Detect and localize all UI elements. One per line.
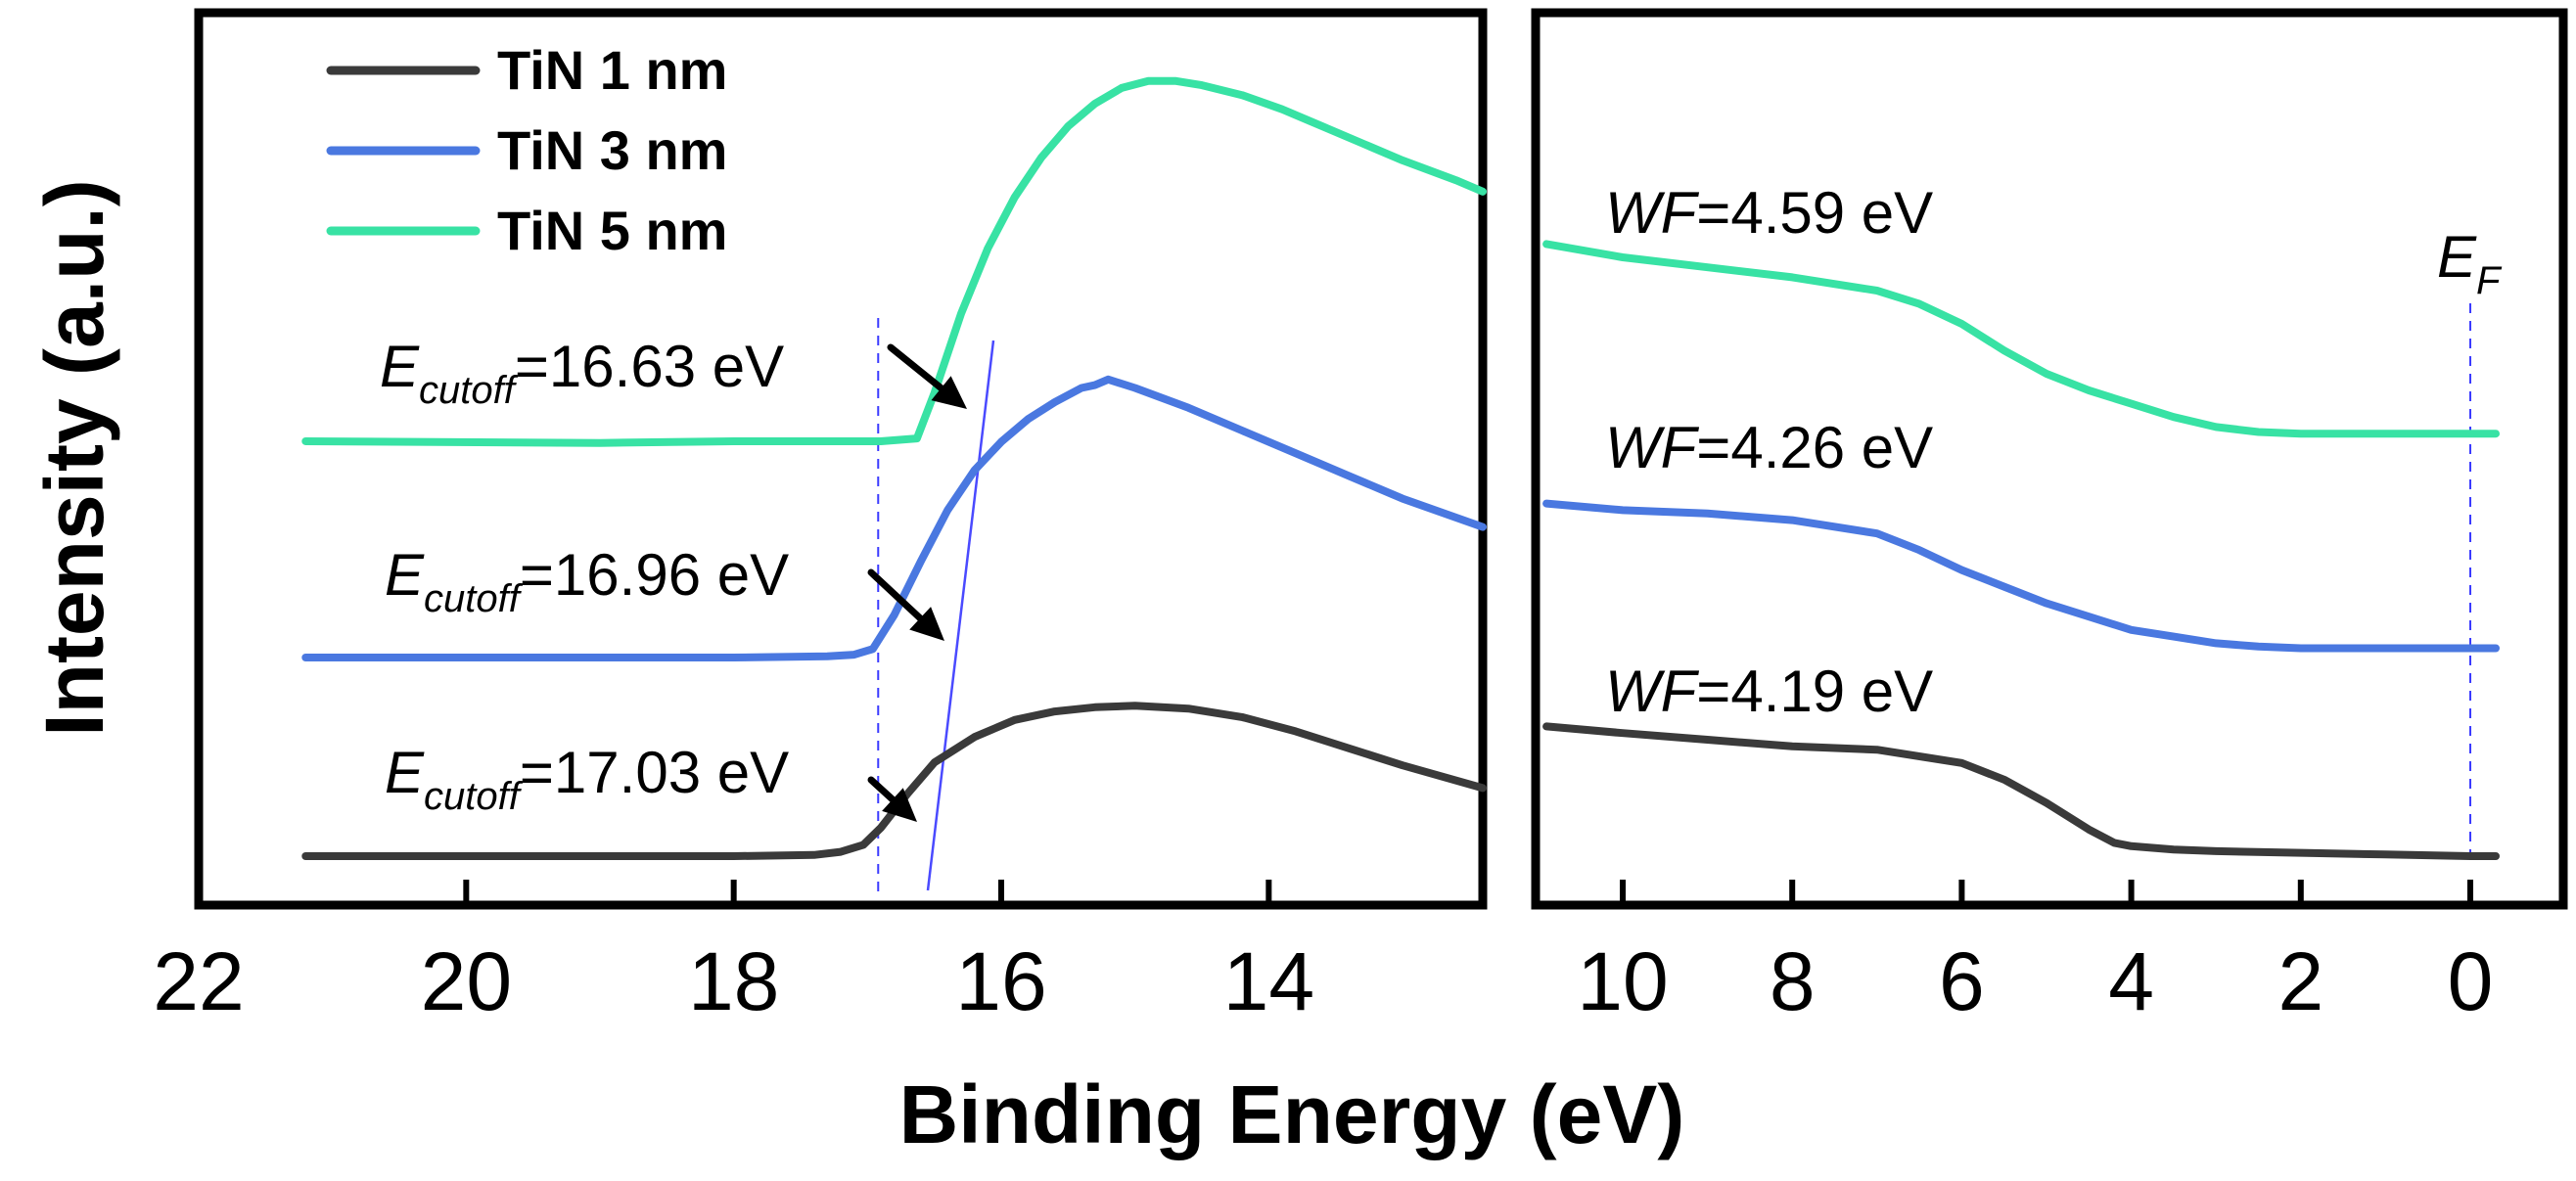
cutoff-arrowhead [909, 607, 944, 641]
x-tick-label: 2 [2277, 935, 2323, 1027]
cutoff-annotation: Ecutoff=16.63 eV [380, 334, 784, 412]
x-tick-label: 4 [2108, 935, 2154, 1027]
x-tick-label: 0 [2448, 935, 2494, 1027]
legend-label: TiN 3 nm [497, 119, 727, 181]
x-tick-label: 16 [955, 935, 1046, 1027]
legend-label: TiN 1 nm [497, 39, 727, 101]
cutoff-panel-frame [194, 8, 1488, 910]
series-line-tin-1-nm [301, 702, 1487, 860]
cutoff-annotation: Ecutoff=16.96 eV [385, 542, 789, 620]
cutoff-annotation: Ecutoff=17.03 eV [385, 740, 789, 818]
x-tick-label: 18 [688, 935, 779, 1027]
work-function-annotation: WF=4.26 eV [1605, 415, 1933, 480]
cutoff-arrowhead [931, 376, 967, 409]
y-axis-title: Intensity (a.u.) [28, 179, 120, 736]
x-tick-label: 6 [1939, 935, 1985, 1027]
linear-fit-line [926, 340, 995, 891]
x-axis-title: Binding Energy (eV) [899, 1068, 1685, 1160]
x-tick-label: 20 [421, 935, 512, 1027]
x-tick-label: 10 [1577, 935, 1668, 1027]
cutoff-arrowhead [882, 788, 917, 822]
x-tick-label: 14 [1223, 935, 1314, 1027]
series-line-tin-1-nm [1542, 722, 2500, 860]
valence-panel: EF 10 8 6 4 2 0 WF=4.59 eV WF=4.26 eV WF=4.19 e… [1531, 8, 2568, 1027]
work-function-annotation: WF=4.19 eV [1605, 659, 1933, 724]
series-line-tin-5-nm [301, 76, 1487, 447]
fermi-level-label: EF [2437, 224, 2503, 302]
cutoff-panel: 22 20 18 16 14 Ecutoff=16.63 eV Ecutoff=16.96… [153, 8, 1488, 1027]
legend-label: TiN 5 nm [497, 200, 727, 261]
series-line-tin-5-nm [1542, 240, 2500, 438]
series-line-tin-3-nm [1542, 499, 2500, 653]
legend: TiN 1 nm TiN 3 nm TiN 5 nm [326, 39, 727, 261]
valence-panel-frame [1531, 8, 2568, 910]
series-line-tin-3-nm [301, 375, 1487, 661]
work-function-annotation: WF=4.59 eV [1605, 180, 1933, 246]
x-tick-label: 8 [1770, 935, 1816, 1027]
x-tick-label: 22 [153, 935, 244, 1027]
